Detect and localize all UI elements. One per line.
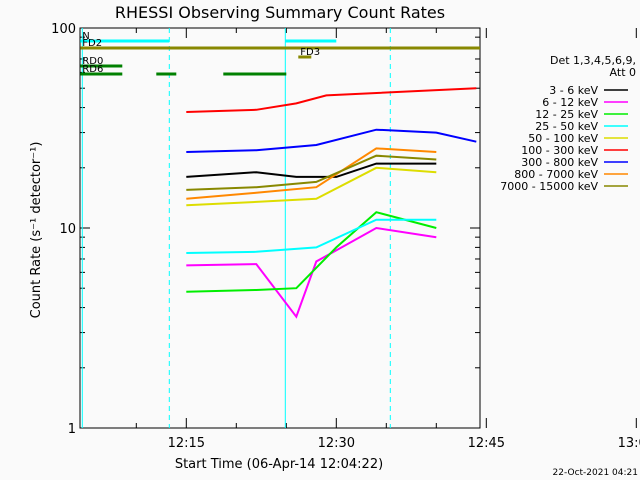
legend-entry-label: 6 - 12 keV (542, 96, 598, 109)
chart-title: RHESSI Observing Summary Count Rates (115, 3, 445, 22)
series-line (186, 211, 437, 293)
y-tick-label: 100 (51, 22, 76, 37)
flag-label: FD2 (82, 38, 102, 49)
plot-area: 11010012:1512:3012:4513:0013:1513:30NFD2… (51, 22, 640, 451)
footer-timestamp: 22-Oct-2021 04:21 (553, 468, 638, 478)
series-line (186, 226, 437, 319)
series-group (186, 87, 477, 319)
legend-entry-label: 7000 - 15000 keV (500, 180, 598, 193)
y-tick-label: 10 (59, 222, 76, 237)
flag-label: RD0 (82, 56, 103, 67)
series-line (186, 218, 437, 254)
legend-entry-label: 50 - 100 keV (528, 132, 598, 145)
series-line (186, 154, 437, 191)
legend-entry-label: 300 - 800 keV (521, 156, 598, 169)
series-line (186, 166, 437, 207)
y-tick-label: 1 (68, 422, 76, 437)
legend-header: Det 1,3,4,5,6,9, (550, 54, 636, 67)
flag-label: N (82, 31, 89, 42)
series-line (186, 147, 437, 200)
series-line (186, 87, 477, 113)
series-line (186, 162, 437, 178)
legend-entry-label: 25 - 50 keV (535, 120, 598, 133)
x-tick-label: 13:00 (618, 436, 640, 451)
legend-entry-label: 3 - 6 keV (549, 84, 598, 97)
y-axis-label: Count Rate (s⁻¹ detector⁻¹) (29, 142, 44, 319)
legend-entry-label: 12 - 25 keV (535, 108, 598, 121)
legend-header: Att 0 (610, 66, 636, 79)
flag-label: RD6 (82, 64, 103, 75)
x-axis-label: Start Time (06-Apr-14 12:04:22) (175, 457, 383, 472)
x-tick-label: 12:45 (468, 436, 505, 451)
flag-label: FD3 (300, 47, 320, 58)
x-tick-label: 12:30 (318, 436, 355, 451)
legend-entry-label: 800 - 7000 keV (514, 168, 598, 181)
series-line (186, 128, 477, 153)
legend-entry-label: 100 - 300 keV (521, 144, 598, 157)
x-tick-label: 12:15 (168, 436, 205, 451)
